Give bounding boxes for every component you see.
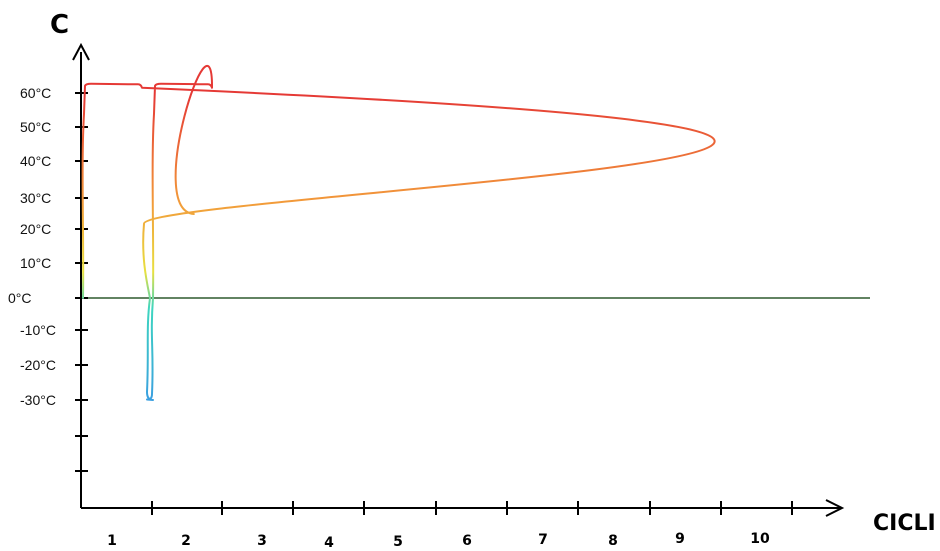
y-axis-arrow-icon	[72, 42, 90, 61]
y-ticks: 60°C 50°C 40°C 30°C 20°C 10°C 0°C -10°C -20°C -30…	[8, 85, 88, 472]
x-tick-label: 7	[538, 532, 548, 548]
x-tick-label: 8	[608, 533, 618, 549]
y-tick-label: -30°C	[20, 392, 56, 408]
y-tick-label: 30°C	[20, 190, 51, 206]
x-axis-arrow-icon	[825, 499, 845, 517]
y-tick-label: 20°C	[20, 221, 51, 237]
y-tick-label: 50°C	[20, 119, 51, 135]
x-tick-label: 6	[462, 533, 472, 549]
y-tick-label: 60°C	[20, 85, 51, 101]
series-temperature	[81, 65, 716, 401]
x-tick-label: 5	[393, 534, 403, 550]
y-tick-label: -20°C	[20, 357, 56, 373]
y-tick-label: 40°C	[20, 153, 51, 169]
y-axis-title: C	[50, 10, 69, 40]
y-tick-label: 0°C	[8, 290, 32, 306]
x-tick-label: 3	[257, 533, 267, 549]
x-axis-title: CICLI	[873, 511, 936, 536]
y-tick-label: 10°C	[20, 255, 51, 271]
x-tick-label: 4	[324, 535, 334, 551]
y-tick-label: -10°C	[20, 322, 56, 338]
x-tick-label: 10	[750, 531, 770, 547]
x-tick-label: 2	[181, 533, 191, 549]
x-tick-label: 1	[107, 533, 117, 549]
temperature-cycle-line	[81, 65, 716, 401]
x-ticks: 1 2 3 4 5 6 7 8 9 10	[107, 501, 793, 551]
x-tick-label: 9	[675, 531, 685, 547]
